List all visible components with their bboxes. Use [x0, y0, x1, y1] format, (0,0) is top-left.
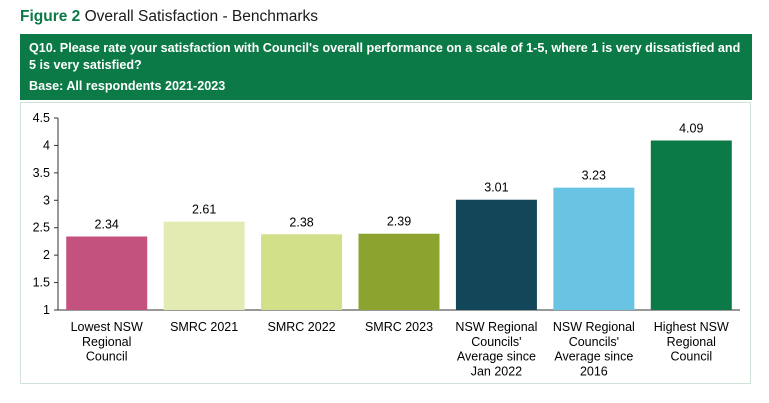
category-label-line: 2016	[580, 364, 608, 378]
y-tick-label: 4	[43, 138, 50, 152]
category-label-line: Highest NSW	[654, 320, 729, 334]
category-label: SMRC 2022	[268, 320, 336, 334]
category-label-line: NSW Regional	[553, 320, 635, 334]
category-label: Lowest NSW Regional Council	[71, 320, 143, 364]
category-label-line: Council	[670, 350, 712, 364]
category-label-line: Average since	[554, 350, 633, 364]
category-label-line: Jan 2022	[471, 364, 522, 378]
category-label-line: Council	[86, 350, 128, 364]
category-label-line: NSW Regional	[455, 320, 537, 334]
category-label: NSW Regional Councils' Average since 2016	[553, 320, 635, 378]
category-label: NSW Regional Councils' Average since Jan 20…	[455, 320, 537, 378]
data-label: 3.01	[484, 181, 508, 195]
figure-label: Figure 2	[20, 8, 81, 25]
bar	[553, 187, 635, 310]
y-tick-label: 1	[43, 303, 50, 317]
data-label: 2.39	[387, 215, 411, 229]
question-banner: Q10. Please rate your satisfaction with …	[20, 34, 752, 100]
category-label-line: SMRC 2022	[268, 320, 336, 334]
y-tick-label: 1.5	[33, 276, 50, 290]
bar	[650, 140, 732, 310]
y-tick-label: 2.5	[33, 221, 50, 235]
bar	[163, 221, 245, 310]
figure-title: Figure 2 Overall Satisfaction - Benchmar…	[20, 8, 318, 26]
y-tick-label: 3	[43, 193, 50, 207]
category-label-line: Average since	[457, 350, 536, 364]
chart-bars	[66, 140, 732, 310]
chart-frame	[20, 102, 751, 384]
data-label: 2.61	[192, 203, 216, 217]
figure-heading: Overall Satisfaction - Benchmarks	[84, 8, 319, 25]
category-label-line: SMRC 2023	[365, 320, 433, 334]
bar	[455, 199, 537, 310]
category-label-line: Regional	[667, 335, 716, 349]
category-label: Highest NSW Regional Council	[654, 320, 729, 364]
question-text: Q10. Please rate your satisfaction with …	[29, 41, 741, 72]
category-label-line: SMRC 2021	[170, 320, 238, 334]
category-label-line: Councils'	[471, 335, 521, 349]
y-tick-label: 4.5	[33, 111, 50, 125]
bar	[261, 234, 343, 310]
bar	[358, 233, 440, 310]
y-tick-label: 3.5	[33, 166, 50, 180]
data-label: 3.23	[582, 169, 606, 183]
category-label-line: Lowest NSW	[71, 320, 143, 334]
data-label: 2.38	[289, 215, 313, 229]
bar	[66, 236, 148, 310]
data-label: 2.34	[95, 217, 119, 231]
data-label: 4.09	[679, 121, 703, 135]
category-label: SMRC 2023	[365, 320, 433, 334]
y-tick-label: 2	[43, 248, 50, 262]
category-label-line: Regional	[82, 335, 131, 349]
base-text: Base: All respondents 2021-2023	[29, 79, 226, 93]
category-label-line: Councils'	[569, 335, 619, 349]
category-label: SMRC 2021	[170, 320, 238, 334]
